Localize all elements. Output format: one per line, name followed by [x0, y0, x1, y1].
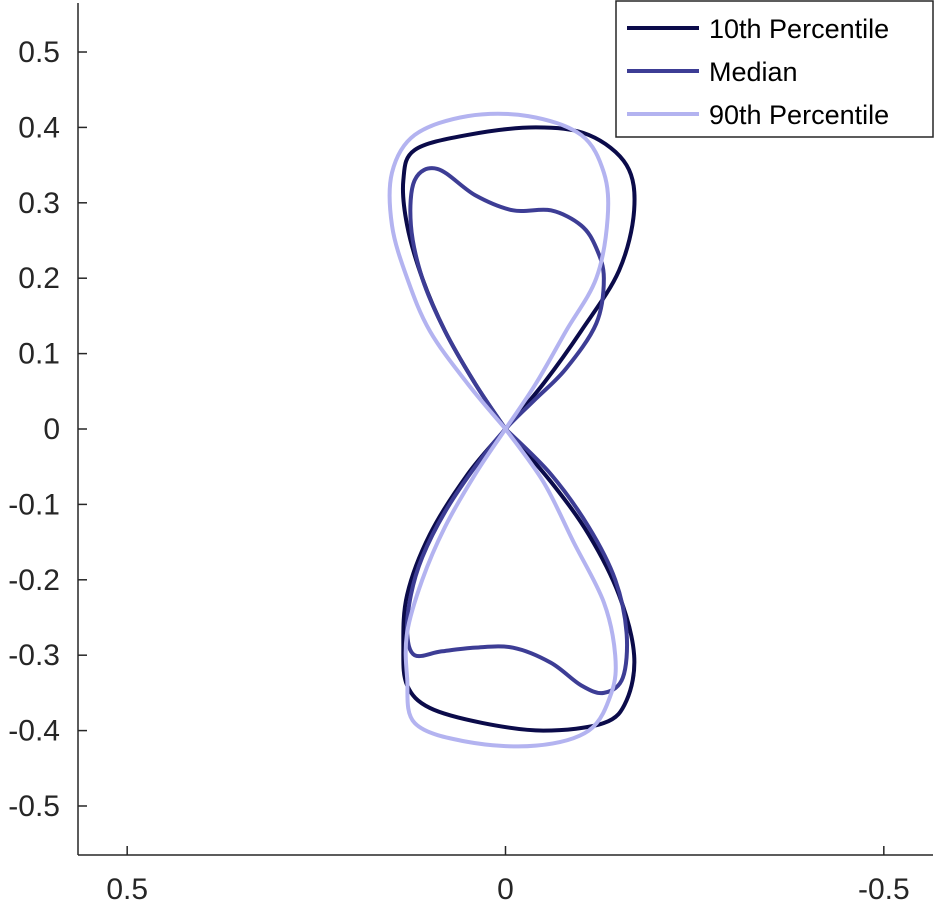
y-tick-label: -0.2 [8, 564, 60, 597]
y-tick-label: 0.5 [18, 36, 60, 69]
y-tick-label: -0.3 [8, 639, 60, 672]
y-tick-label: 0.1 [18, 338, 60, 371]
legend-label: 10th Percentile [709, 14, 889, 44]
series-layer [387, 111, 637, 749]
legend: 10th Percentile Median 90th Percentile [615, 0, 934, 138]
y-tick-label: -0.1 [8, 488, 60, 521]
y-tick-label: 0.3 [18, 187, 60, 220]
x-tick-label: -0.5 [858, 873, 910, 905]
series-line-1 [400, 125, 637, 733]
y-tick-label: 0.2 [18, 262, 60, 295]
x-tick-label: 0.5 [106, 873, 148, 905]
legend-label: 90th Percentile [709, 100, 889, 130]
y-tick-label: 0.4 [18, 111, 60, 144]
series-line-3 [387, 111, 618, 749]
legend-label: Median [709, 57, 798, 87]
x-tick-label: 0 [497, 873, 514, 905]
axes: 0.5 0.4 0.3 0.2 0.1 0 -0.1 -0.2 -0.3 -0.4 -0.5 0.5 0… [8, 3, 933, 905]
y-tick-label: -0.5 [8, 790, 60, 823]
y-tick-label: 0 [43, 413, 60, 446]
series-line-2 [405, 166, 630, 696]
y-tick-label: -0.4 [8, 715, 60, 748]
